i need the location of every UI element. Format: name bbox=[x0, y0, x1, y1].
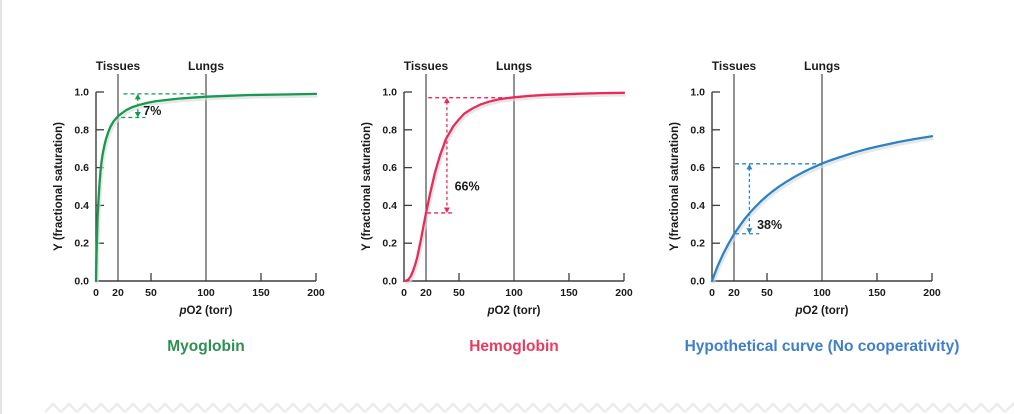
saturation-curve bbox=[402, 91, 626, 283]
arrowhead-up-icon bbox=[443, 97, 450, 104]
x-tick-label: 50 bbox=[145, 287, 157, 299]
y-tick-label: 0.2 bbox=[74, 238, 89, 250]
y-tick-label: 0.0 bbox=[382, 276, 397, 288]
torn-edge-decoration bbox=[45, 400, 1014, 414]
x-tick-label: 0 bbox=[93, 287, 99, 299]
x-tick-label: 20 bbox=[112, 287, 124, 299]
saturation-curve bbox=[710, 135, 934, 283]
y-tick-label: 0.8 bbox=[382, 124, 397, 136]
x-tick-label: 100 bbox=[505, 287, 523, 299]
arrowhead-up-icon bbox=[134, 93, 141, 100]
x-tick-label: 50 bbox=[453, 287, 465, 299]
x-tick-label: 150 bbox=[252, 287, 270, 299]
y-tick-label: 0.4 bbox=[382, 200, 397, 212]
x-tick-label: 150 bbox=[868, 287, 886, 299]
torn-edge-pattern-fill bbox=[45, 400, 1014, 414]
page-edge-line bbox=[0, 0, 2, 414]
chart-panel-myoglobin: Tissues Lungs 0.0 0.2 0.4 0.6 0.8 1.0 0 20 50 100 15… bbox=[40, 50, 348, 356]
ref-label-tissues: Tissues bbox=[712, 59, 757, 73]
x-tick-label: 100 bbox=[197, 287, 215, 299]
y-tick-label: 0.4 bbox=[690, 200, 705, 212]
saturation-charts-row: Tissues Lungs 0.0 0.2 0.4 0.6 0.8 1.0 0 20 50 100 15… bbox=[40, 50, 964, 356]
x-tick-label: 0 bbox=[401, 287, 407, 299]
x-tick-label: 20 bbox=[728, 287, 740, 299]
y-tick-label: 0.0 bbox=[74, 276, 89, 288]
y-tick-label: 0.6 bbox=[382, 162, 397, 174]
ref-label-tissues: Tissues bbox=[96, 59, 141, 73]
arrowhead-down-icon bbox=[443, 207, 450, 213]
ref-label-lungs: Lungs bbox=[188, 59, 224, 73]
curve-shadow bbox=[712, 137, 934, 284]
x-tick-label: 100 bbox=[813, 287, 831, 299]
ref-label-tissues: Tissues bbox=[404, 59, 449, 73]
y-tick-label: 1.0 bbox=[74, 87, 89, 99]
arrowhead-down-icon bbox=[134, 112, 141, 118]
x-axis-title: pO2 (torr) bbox=[178, 305, 232, 317]
ref-label-lungs: Lungs bbox=[804, 59, 840, 73]
arrowhead-down-icon bbox=[746, 228, 753, 234]
y-tick-label: 0.0 bbox=[690, 276, 705, 288]
hypothetical-caption: Hypothetical curve (No cooperativity) bbox=[684, 338, 960, 355]
x-axis-title: pO2 (torr) bbox=[794, 305, 848, 317]
curve-shadow bbox=[96, 95, 318, 284]
saturation-curve bbox=[94, 92, 318, 283]
y-tick-label: 0.2 bbox=[690, 238, 705, 250]
annotation-percent-label: 38% bbox=[757, 218, 782, 232]
y-tick-label: 0.6 bbox=[690, 162, 705, 174]
y-tick-label: 1.0 bbox=[382, 87, 397, 99]
myoglobin-caption: Myoglobin bbox=[167, 338, 245, 355]
y-tick-label: 0.8 bbox=[74, 124, 89, 136]
x-tick-label: 20 bbox=[420, 287, 432, 299]
y-tick-label: 0.2 bbox=[382, 238, 397, 250]
chart-panel-hemoglobin: Tissues Lungs 0.0 0.2 0.4 0.6 0.8 1.0 0 20 50 100 15… bbox=[348, 50, 656, 356]
ref-label-lungs: Lungs bbox=[496, 59, 532, 73]
x-tick-label: 50 bbox=[761, 287, 773, 299]
x-tick-label: 200 bbox=[307, 287, 325, 299]
myoglobin-chart: Tissues Lungs 0.0 0.2 0.4 0.6 0.8 1.0 0 20 50 100 15… bbox=[53, 59, 325, 317]
y-tick-label: 0.8 bbox=[690, 124, 705, 136]
x-tick-label: 0 bbox=[709, 287, 715, 299]
annotation-percent-label: 7% bbox=[143, 104, 161, 118]
arrowhead-up-icon bbox=[746, 163, 753, 170]
y-axis-title: Y (fractional saturation) bbox=[361, 122, 373, 251]
y-axis-title: Y (fractional saturation) bbox=[53, 122, 65, 251]
y-tick-label: 1.0 bbox=[690, 87, 705, 99]
x-tick-label: 200 bbox=[923, 287, 941, 299]
y-axis-title: Y (fractional saturation) bbox=[669, 122, 681, 251]
curve-shadow bbox=[405, 93, 626, 285]
chart-panel-hypothetical: Tissues Lungs 0.0 0.2 0.4 0.6 0.8 1.0 0 20 50 100 15… bbox=[656, 50, 964, 356]
annotation-percent-label: 66% bbox=[455, 180, 480, 194]
x-axis-title: pO2 (torr) bbox=[486, 305, 540, 317]
y-tick-label: 0.4 bbox=[74, 200, 89, 212]
x-tick-label: 150 bbox=[560, 287, 578, 299]
y-tick-label: 0.6 bbox=[74, 162, 89, 174]
hemoglobin-chart: Tissues Lungs 0.0 0.2 0.4 0.6 0.8 1.0 0 20 50 100 15… bbox=[361, 59, 633, 317]
hemoglobin-caption: Hemoglobin bbox=[469, 338, 559, 355]
hypothetical-curve-chart: Tissues Lungs 0.0 0.2 0.4 0.6 0.8 1.0 0 20 50 100 15… bbox=[669, 59, 941, 317]
x-tick-label: 200 bbox=[615, 287, 633, 299]
